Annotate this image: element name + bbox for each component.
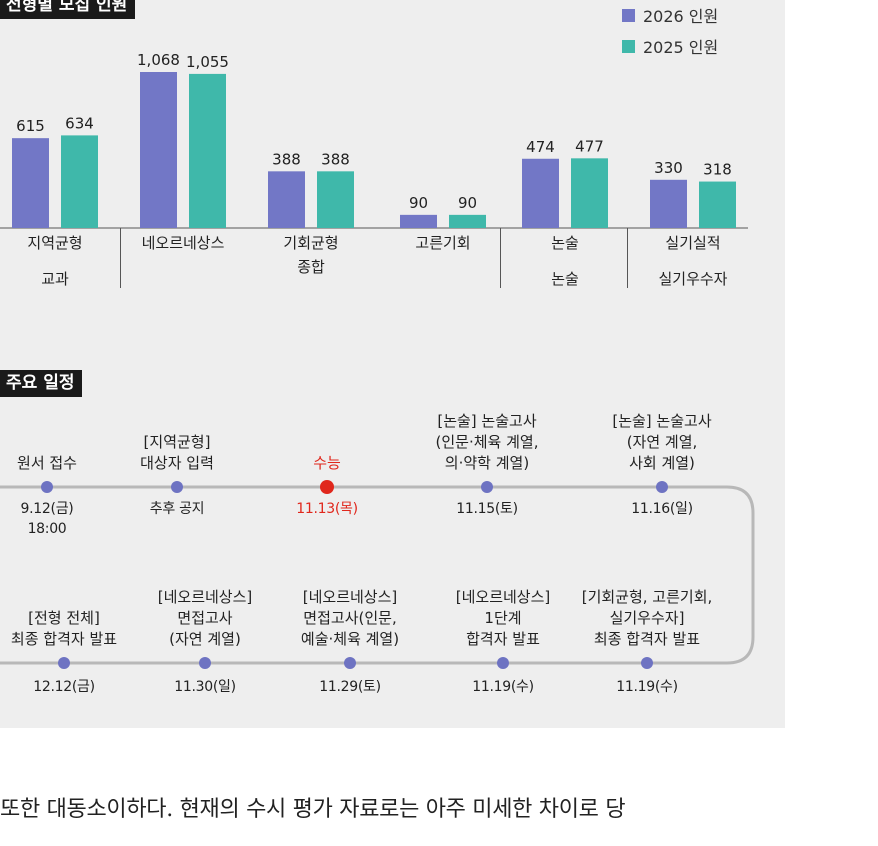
chart-section-title: 전형별 모집 인원 — [0, 0, 136, 19]
event-date-bottom-3: 11.29(토) — [319, 679, 381, 695]
bar-2025-기회균형 — [317, 171, 354, 228]
category-label-지역균형: 지역균형 — [27, 234, 83, 252]
event-date-top-3: 11.13(목) — [296, 501, 358, 517]
event-date-bottom-5: 11.19(수) — [616, 679, 678, 695]
bar-2026-고른기회 — [400, 214, 437, 228]
group-label-논술: 논술 — [551, 270, 579, 288]
group-label-실기우수자: 실기우수자 — [658, 270, 728, 288]
group-label-종합: 종합 — [297, 258, 325, 276]
event-title-top-4: [논술] 논술고사 (인문·체육 계열, 의·약학 계열) — [435, 412, 539, 472]
timeline-dot-bottom-3 — [344, 657, 356, 669]
data-label-2026-네오르네상스: 1,068 — [137, 51, 180, 69]
data-label-2025-논술: 477 — [575, 137, 604, 155]
legend-swatch-2025 — [622, 39, 635, 53]
legend-swatch-2026 — [622, 8, 635, 22]
event-title-bottom-3: [네오르네상스] 면접고사(인문, 예술·체육 계열) — [300, 588, 400, 648]
data-label-2025-네오르네상스: 1,055 — [186, 53, 229, 71]
event-date-top-1: 9.12(금) 18:00 — [20, 501, 74, 537]
group-divider — [627, 228, 628, 288]
timeline-dot-top-4 — [481, 481, 493, 493]
event-title-bottom-5: [기회균형, 고른기회, 실기우수자] 최종 합격자 발표 — [581, 588, 713, 648]
event-title-bottom-4: [네오르네상스] 1단계 합격자 발표 — [455, 588, 551, 648]
timeline-dot-top-2 — [171, 481, 183, 493]
infographic-panel — [0, 0, 785, 728]
bar-chart: 615 1,068 388 90 474 330 634 1,055 388 90 477 318 — [0, 51, 748, 229]
data-label-2025-고른기회: 90 — [458, 194, 477, 212]
event-date-top-4: 11.15(토) — [456, 501, 518, 517]
category-label-기회균형: 기회균형 — [283, 234, 339, 252]
timeline-dot-bottom-5 — [641, 657, 653, 669]
event-title-top-1: 원서 접수 — [17, 454, 77, 472]
timeline-dot-top-3 — [320, 480, 334, 494]
legend-item-2025: 2025 인원 — [622, 36, 719, 57]
bar-2026-논술 — [522, 158, 559, 228]
event-date-top-2: 추후 공지 — [149, 501, 205, 517]
group-label-교과: 교과 — [41, 270, 69, 288]
data-label-2026-지역균형: 615 — [16, 117, 45, 135]
data-label-2025-실기실적: 318 — [703, 161, 732, 179]
timeline-dot-bottom-2 — [199, 657, 211, 669]
event-date-bottom-1: 12.12(금) — [33, 679, 95, 695]
bar-2025-지역균형 — [61, 135, 98, 228]
timeline-dot-top-5 — [656, 481, 668, 493]
event-date-top-5: 11.16(일) — [631, 501, 693, 517]
schedule-timeline — [0, 480, 755, 669]
data-label-2026-기회균형: 388 — [272, 150, 301, 168]
data-label-2025-지역균형: 634 — [65, 114, 94, 132]
group-divider — [120, 228, 121, 288]
data-label-2026-실기실적: 330 — [654, 159, 683, 177]
article-body-text: 또한 대동소이하다. 현재의 수시 평가 자료로는 아주 미세한 차이로 당 — [0, 797, 626, 822]
bar-2026-기회균형 — [268, 171, 305, 228]
category-label-논술: 논술 — [551, 234, 579, 252]
data-label-2026-논술: 474 — [526, 138, 555, 156]
bar-2026-네오르네상스 — [140, 72, 177, 228]
category-label-네오르네상스: 네오르네상스 — [141, 234, 225, 252]
data-label-2026-고른기회: 90 — [409, 194, 428, 212]
legend-label-2025: 2025 인원 — [643, 38, 719, 57]
legend-item-2026: 2026 인원 — [622, 5, 719, 26]
timeline-dot-bottom-4 — [497, 657, 509, 669]
legend-label-2026: 2026 인원 — [643, 7, 719, 26]
event-date-bottom-4: 11.19(수) — [472, 679, 534, 695]
event-date-bottom-2: 11.30(일) — [174, 679, 236, 695]
schedule-section-title: 주요 일정 — [0, 370, 83, 397]
bar-2025-논술 — [571, 158, 608, 228]
timeline-dot-top-1 — [41, 481, 53, 493]
category-label-실기실적: 실기실적 — [665, 234, 721, 252]
event-title-bottom-1: [전형 전체] 최종 합격자 발표 — [10, 609, 118, 648]
event-title-top-3: 수능 — [313, 454, 341, 472]
bar-2025-고른기회 — [449, 214, 486, 228]
bar-2025-실기실적 — [699, 181, 736, 228]
timeline-track — [0, 485, 755, 665]
bar-2025-네오르네상스 — [189, 73, 226, 228]
data-label-2025-기회균형: 388 — [321, 150, 350, 168]
bar-2026-지역균형 — [12, 138, 49, 228]
group-divider — [500, 228, 501, 288]
event-title-bottom-2: [네오르네상스] 면접고사 (자연 계열) — [157, 588, 253, 648]
event-title-top-5: [논술] 논술고사 (자연 계열, 사회 계열) — [612, 412, 712, 472]
bar-2026-실기실적 — [650, 179, 687, 228]
event-title-top-2: [지역균형] 대상자 입력 — [140, 433, 214, 472]
timeline-dot-bottom-1 — [58, 657, 70, 669]
category-label-고른기회: 고른기회 — [415, 234, 471, 252]
